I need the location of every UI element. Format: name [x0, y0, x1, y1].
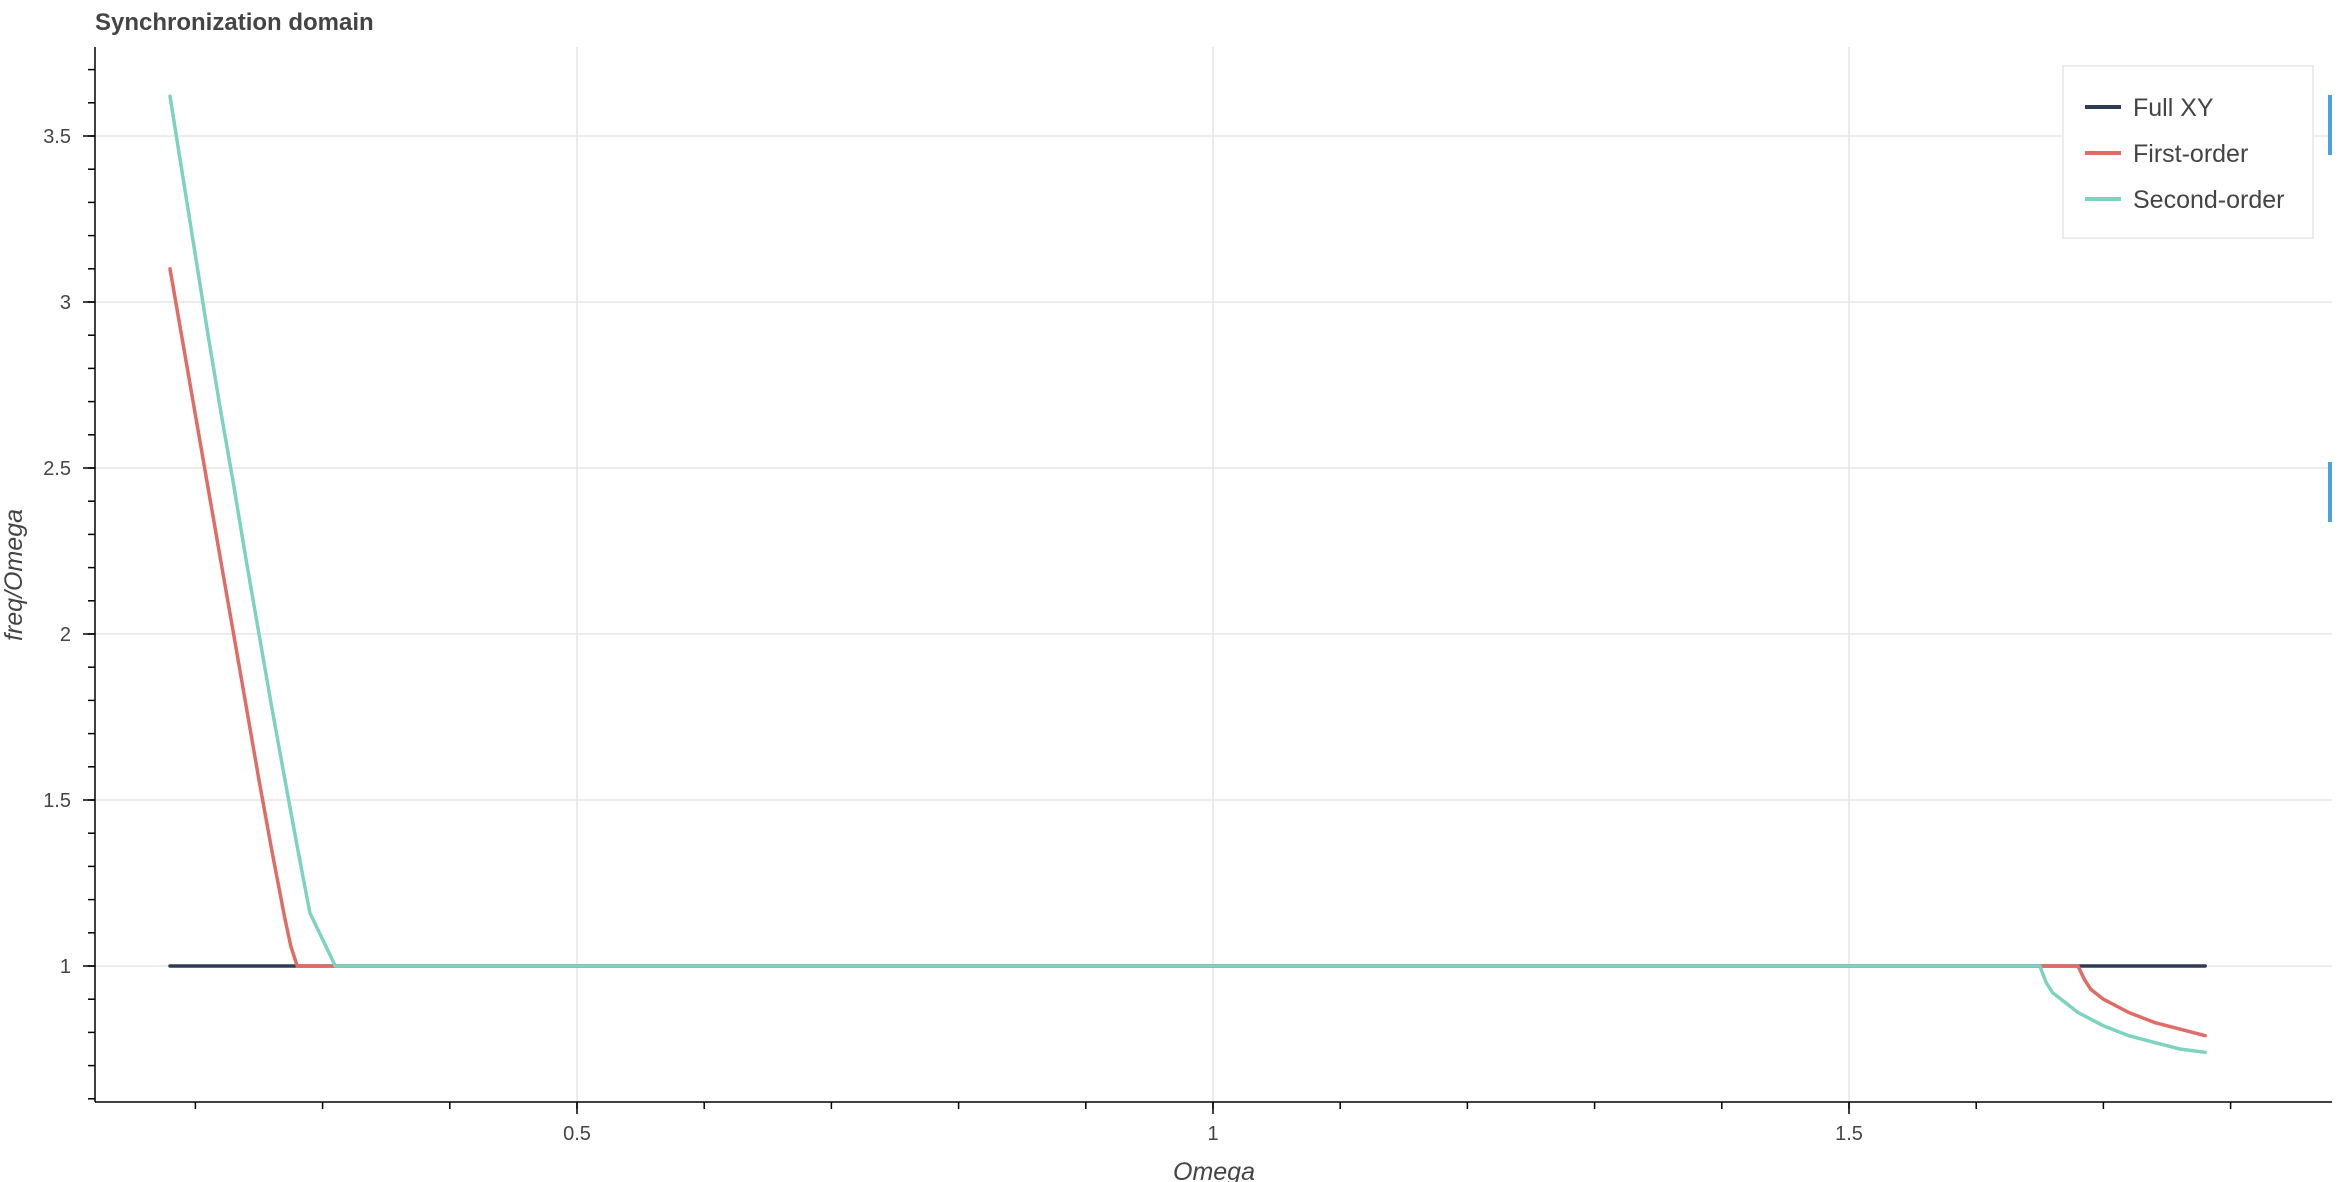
series-line-second-order	[170, 96, 2205, 1052]
legend: Full XY First-order Second-order	[2063, 66, 2313, 238]
y-tick-label: 2	[60, 624, 71, 646]
y-tick-label: 2.5	[43, 458, 71, 480]
toolbar-edge-marker-bottom[interactable]	[2328, 462, 2332, 522]
series-layer	[170, 96, 2205, 1052]
grid	[95, 47, 2332, 1102]
x-tick-label: 1.5	[1835, 1123, 1863, 1145]
toolbar-edge-marker-top[interactable]	[2328, 95, 2332, 155]
y-tick-label: 1	[60, 956, 71, 978]
x-tick-label: 0.5	[563, 1123, 591, 1145]
legend-label-full-xy: Full XY	[2133, 94, 2214, 122]
chart-title: Synchronization domain	[95, 9, 374, 36]
y-axis-label: freq/Omega	[0, 509, 28, 641]
series-line-first-order	[170, 269, 2205, 1036]
y-tick-label: 1.5	[43, 790, 71, 812]
x-axis-label: Omega	[1173, 1158, 1255, 1182]
y-tick-label: 3	[60, 292, 71, 314]
axis-ticks: 0.5 1 1.5 1 1.5 2 2.5 3 3.5	[43, 70, 2230, 1145]
x-tick-label: 1	[1207, 1123, 1218, 1145]
legend-label-first-order: First-order	[2133, 140, 2248, 168]
legend-label-second-order: Second-order	[2133, 186, 2284, 214]
y-tick-label: 3.5	[43, 126, 71, 148]
